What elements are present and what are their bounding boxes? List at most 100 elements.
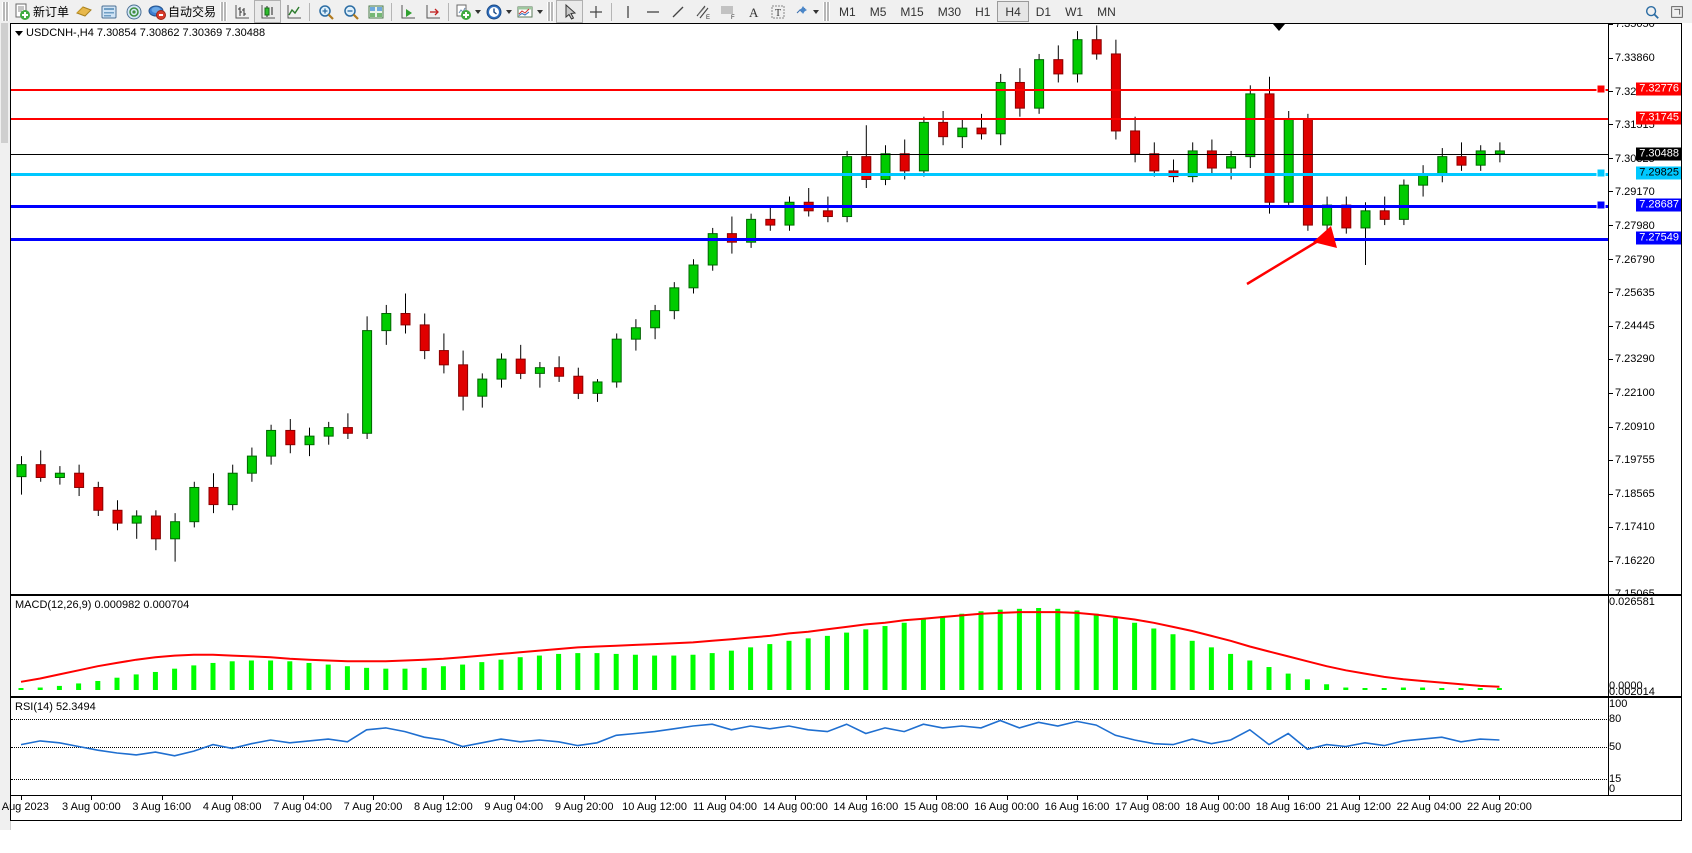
crosshair-icon[interactable] xyxy=(583,1,608,22)
time-tick-label: 16 Aug 00:00 xyxy=(974,801,1040,813)
trendline-icon[interactable] xyxy=(665,1,690,22)
time-tick-label: 4 Aug 08:00 xyxy=(202,801,262,813)
time-tickmark xyxy=(865,796,867,800)
search-icon[interactable] xyxy=(1639,1,1664,22)
time-tickmark xyxy=(1429,796,1430,800)
zoom-in-icon[interactable] xyxy=(313,1,338,22)
time-tick-label: 3 Aug 00:00 xyxy=(62,801,121,813)
price-tick: 7.22100 xyxy=(1609,387,1655,399)
level-handle-support-1[interactable] xyxy=(1596,200,1606,210)
price-tick: 7.18565 xyxy=(1609,488,1655,500)
time-tick-label: 18 Aug 00:00 xyxy=(1185,801,1251,813)
rsi-pane[interactable]: RSI(14) 52.3494 100 80 50 15 0 xyxy=(10,697,1682,796)
price-tick: 7.24445 xyxy=(1609,320,1655,332)
price-tick: 7.16220 xyxy=(1609,555,1655,567)
time-tickmark xyxy=(21,796,22,800)
timeframe-d1[interactable]: D1 xyxy=(1035,4,1052,19)
toolbar-grip-4[interactable] xyxy=(823,2,831,21)
expert-advisors-icon[interactable] xyxy=(71,1,96,22)
toolbar-grip-3[interactable] xyxy=(547,2,555,21)
templates-icon[interactable] xyxy=(514,1,545,22)
price-plot[interactable] xyxy=(11,24,1609,594)
time-tick-label: 18 Aug 16:00 xyxy=(1255,801,1321,813)
price-axis[interactable]: 7.35050 7.33860 7.32670 7.31515 7.30325 7.291… xyxy=(1608,24,1681,594)
level-line-support-1[interactable] xyxy=(11,205,1609,209)
chart-grid-icon[interactable] xyxy=(363,1,388,22)
auto-trading-button[interactable]: 自动交易 xyxy=(146,1,218,22)
timeframe-m15[interactable]: M15 xyxy=(900,4,924,19)
time-tick-label: 10 Aug 12:00 xyxy=(622,801,688,813)
timeframe-m1[interactable]: M1 xyxy=(839,4,856,19)
chevron-down-icon-4[interactable] xyxy=(813,9,820,14)
line-chart-icon[interactable] xyxy=(281,1,306,22)
rsi-axis[interactable]: 100 80 50 15 0 xyxy=(1608,698,1681,795)
scrollbar-thumb[interactable] xyxy=(1,23,8,143)
zoom-out-icon[interactable] xyxy=(338,1,363,22)
level-handle-resistance-2[interactable] xyxy=(1596,84,1606,94)
chevron-down-icon-3[interactable] xyxy=(537,9,544,14)
candlestick-series xyxy=(16,25,1505,562)
time-axis[interactable]: 2 Aug 2023 3 Aug 00:00 3 Aug 16:00 4 Aug 08… xyxy=(0,796,1682,821)
time-tick-label: 2 Aug 2023 xyxy=(0,801,49,813)
timeframe-mn[interactable]: MN xyxy=(1097,4,1116,19)
macd-plot[interactable] xyxy=(11,596,1609,696)
periods-icon[interactable] xyxy=(483,1,514,22)
level-line-support-2[interactable] xyxy=(11,237,1609,241)
level-line-resistance-1[interactable] xyxy=(11,118,1609,121)
timeframe-h1[interactable]: H1 xyxy=(975,4,991,19)
rsi-plot[interactable] xyxy=(11,698,1609,795)
toolbar-grip[interactable] xyxy=(2,2,9,21)
candlestick-chart-icon[interactable] xyxy=(254,0,282,23)
macd-pane[interactable]: MACD(12,26,9) 0.000982 0.000704 0.026581… xyxy=(10,595,1682,697)
level-handle-cyan-level[interactable] xyxy=(1596,168,1606,178)
rsi-level-80 xyxy=(11,718,1609,720)
timeframe-m5[interactable]: M5 xyxy=(869,4,887,19)
time-tickmark xyxy=(1147,796,1149,800)
price-pane[interactable]: USDCNH-,H4 7.30854 7.30862 7.30369 7.304… xyxy=(10,23,1682,595)
text-label-icon[interactable]: T xyxy=(765,1,790,22)
chart-menu-caret-icon[interactable] xyxy=(15,30,23,36)
price-tick: 7.29170 xyxy=(1609,186,1655,198)
timeframe-h4[interactable]: H4 xyxy=(997,1,1029,22)
level-price-tag-resistance-2: 7.32776 xyxy=(1636,82,1681,96)
objects-icon[interactable] xyxy=(790,1,821,22)
fibonacci-icon[interactable]: F xyxy=(715,1,740,22)
vertical-line-icon[interactable] xyxy=(615,1,640,22)
cursor-icon[interactable] xyxy=(556,0,584,23)
data-window-icon[interactable] xyxy=(96,1,121,22)
toolbar-grip-2[interactable] xyxy=(220,2,228,21)
macd-series xyxy=(18,608,1502,690)
level-line-cyan-level[interactable] xyxy=(11,173,1609,177)
time-tickmark xyxy=(1077,796,1078,800)
price-tick: 7.35050 xyxy=(1609,24,1655,30)
text-icon[interactable]: A xyxy=(740,1,765,22)
rsi-tick-80: 80 xyxy=(1609,712,1622,725)
bar-chart-icon[interactable] xyxy=(229,1,254,22)
time-tickmark xyxy=(373,796,374,800)
auto-scroll-icon[interactable] xyxy=(395,1,420,22)
indicators-icon[interactable] xyxy=(452,1,483,22)
level-line-current-price[interactable] xyxy=(11,154,1609,156)
chevron-down-icon[interactable] xyxy=(475,9,482,14)
time-tickmark xyxy=(443,796,445,800)
level-line-resistance-2[interactable] xyxy=(11,88,1609,91)
timeframe-w1[interactable]: W1 xyxy=(1065,4,1084,19)
svg-text:A: A xyxy=(749,5,759,20)
horizontal-line-icon[interactable] xyxy=(640,1,665,22)
price-tick: 7.25635 xyxy=(1609,287,1655,299)
timeframe-m30[interactable]: M30 xyxy=(937,4,962,19)
chevron-down-icon-2[interactable] xyxy=(506,9,513,14)
new-order-button[interactable]: 新订单 xyxy=(11,1,71,22)
equidistant-channel-icon[interactable]: E xyxy=(690,1,715,22)
rsi-tick-100: 100 xyxy=(1609,698,1628,710)
svg-text:E: E xyxy=(706,15,710,21)
time-tickmark xyxy=(91,796,93,800)
time-tickmark xyxy=(513,796,515,800)
rsi-tick-50: 50 xyxy=(1609,740,1622,753)
fullscreen-icon[interactable] xyxy=(1664,1,1689,22)
level-price-tag-resistance-1: 7.31745 xyxy=(1636,111,1681,125)
navigator-icon[interactable] xyxy=(121,1,146,22)
chart-shift-icon[interactable] xyxy=(420,1,445,22)
time-tick-label: 9 Aug 20:00 xyxy=(554,801,614,813)
macd-axis[interactable]: 0.026581 0.0000 0.002014 xyxy=(1608,596,1681,696)
